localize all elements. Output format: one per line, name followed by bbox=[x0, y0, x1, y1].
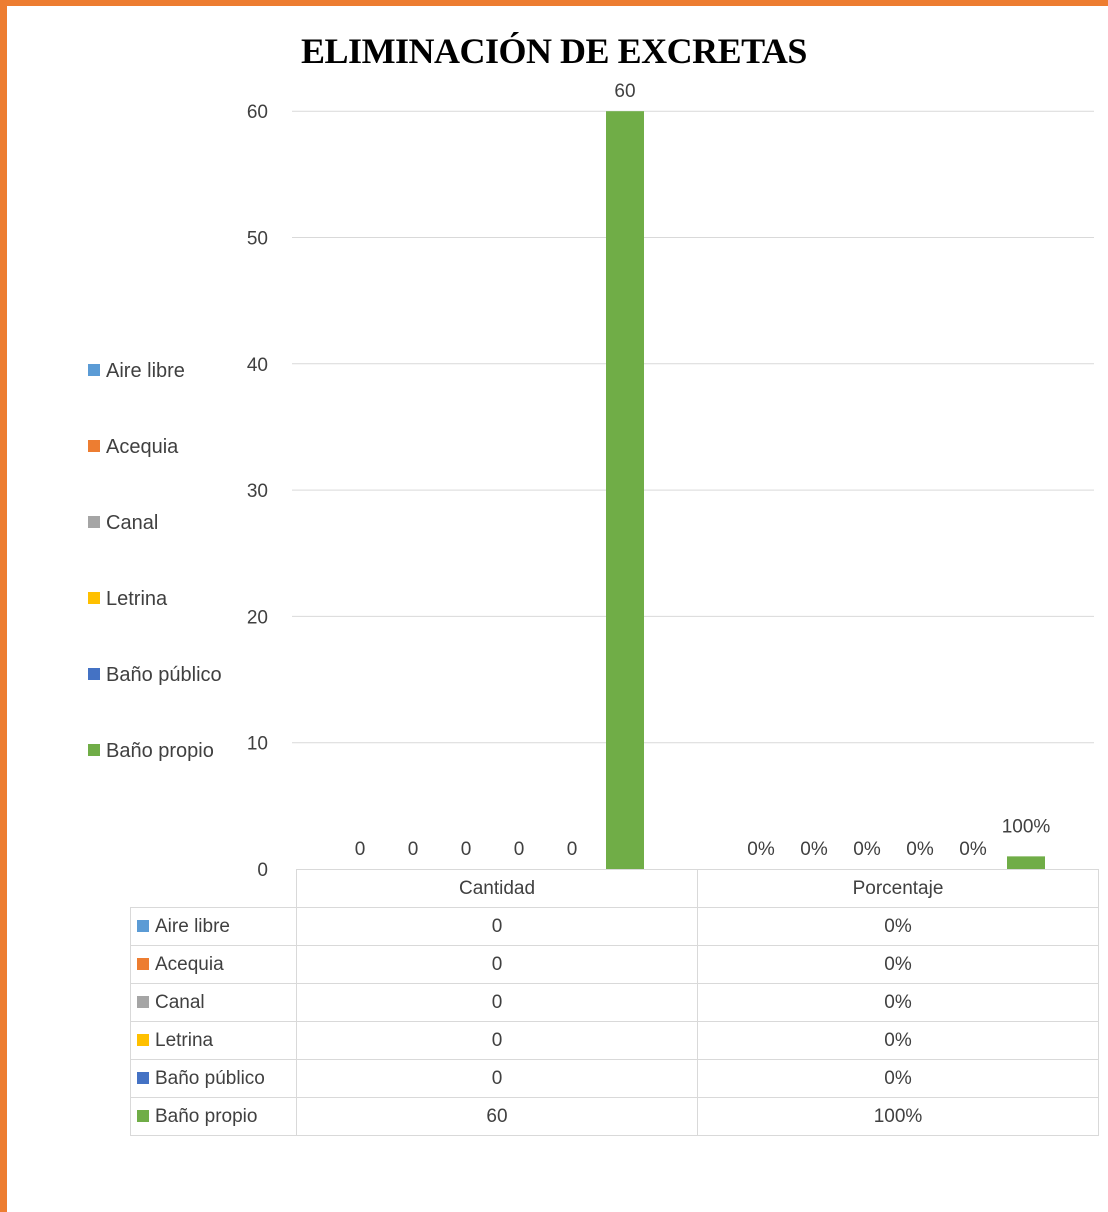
data-table-series-label: Letrina bbox=[130, 1021, 297, 1060]
data-table-row: Baño propio 60 100% bbox=[130, 1097, 1099, 1136]
legend-label: Canal bbox=[106, 512, 159, 534]
data-table-series-name: Letrina bbox=[155, 1029, 214, 1051]
legend-swatch bbox=[88, 364, 100, 376]
legend-swatch bbox=[88, 516, 100, 528]
legend-label: Baño público bbox=[106, 664, 222, 686]
data-label: 0 bbox=[461, 839, 472, 860]
data-label: 0% bbox=[800, 839, 828, 860]
data-table-row: Aire libre 0 0% bbox=[130, 907, 1099, 946]
data-table-series-label: Aire libre bbox=[130, 907, 297, 946]
data-table-cell: 0% bbox=[697, 1059, 1099, 1098]
data-table-cell: 0% bbox=[697, 1021, 1099, 1060]
data-table-swatch bbox=[137, 957, 149, 970]
chart-title: ELIMINACIÓN DE EXCRETAS bbox=[301, 31, 807, 71]
data-table-cell: 0 bbox=[296, 907, 698, 946]
data-table-row: Acequia 0 0% bbox=[130, 945, 1099, 984]
data-label: 100% bbox=[1002, 816, 1051, 837]
legend-swatch bbox=[88, 668, 100, 680]
data-table-series-name: Canal bbox=[155, 991, 205, 1013]
data-table-swatch bbox=[137, 1071, 149, 1084]
legend-label: Letrina bbox=[106, 588, 168, 610]
y-tick-label: 30 bbox=[247, 481, 268, 502]
data-table-series-label: Canal bbox=[130, 983, 297, 1022]
data-table: Cantidad Porcentaje Aire libre 0 0% Acequia… bbox=[130, 869, 1099, 1136]
legend-item: Canal bbox=[88, 512, 158, 535]
data-table-cell: 0 bbox=[296, 945, 698, 984]
data-table-swatch bbox=[137, 995, 149, 1008]
data-label: 0 bbox=[514, 839, 525, 860]
legend-label: Acequia bbox=[106, 436, 179, 458]
y-tick-label: 60 bbox=[247, 102, 268, 123]
data-table-header: Cantidad Porcentaje bbox=[130, 869, 1099, 908]
legend-swatch bbox=[88, 440, 100, 452]
data-table-row: Canal 0 0% bbox=[130, 983, 1099, 1022]
y-tick-label: 20 bbox=[247, 607, 268, 628]
data-table-series-name: Baño público bbox=[155, 1067, 265, 1089]
data-table-series-label: Acequia bbox=[130, 945, 297, 984]
y-tick-label: 10 bbox=[247, 734, 268, 755]
data-table-series-name: Acequia bbox=[155, 953, 224, 975]
data-table-series-label: Baño público bbox=[130, 1059, 297, 1098]
data-table-cell: 0% bbox=[697, 945, 1099, 984]
data-table-series-label: Baño propio bbox=[130, 1097, 297, 1136]
data-label: 0 bbox=[355, 839, 366, 860]
data-label: 0% bbox=[959, 839, 987, 860]
data-table-row: Letrina 0 0% bbox=[130, 1021, 1099, 1060]
legend-item: Letrina bbox=[88, 588, 167, 611]
legend-swatch bbox=[88, 592, 100, 604]
data-table-cell: 0% bbox=[697, 983, 1099, 1022]
legend-swatch bbox=[88, 744, 100, 756]
data-table-cell: 100% bbox=[697, 1097, 1099, 1136]
legend-item: Acequia bbox=[88, 436, 178, 459]
data-table-swatch bbox=[137, 919, 149, 932]
data-table-category: Porcentaje bbox=[697, 869, 1099, 908]
legend-item: Baño propio bbox=[88, 740, 214, 763]
data-label: 60 bbox=[614, 81, 635, 102]
bar bbox=[606, 111, 644, 869]
data-table-series-name: Aire libre bbox=[155, 915, 230, 937]
data-table-category: Cantidad bbox=[296, 869, 698, 908]
data-table-series-name: Baño propio bbox=[155, 1105, 258, 1127]
data-table-corner bbox=[130, 869, 297, 908]
data-table-cell: 0 bbox=[296, 1059, 698, 1098]
y-tick-label: 40 bbox=[247, 355, 268, 376]
data-label: 0 bbox=[408, 839, 419, 860]
y-tick-label: 50 bbox=[247, 229, 268, 250]
bar bbox=[1007, 856, 1045, 869]
data-table-cell: 0% bbox=[697, 907, 1099, 946]
data-table-swatch bbox=[137, 1033, 149, 1046]
data-table-row: Baño público 0 0% bbox=[130, 1059, 1099, 1098]
legend-item: Aire libre bbox=[88, 360, 185, 383]
legend-item: Baño público bbox=[88, 664, 222, 687]
data-label: 0% bbox=[853, 839, 881, 860]
data-table-cell: 60 bbox=[296, 1097, 698, 1136]
data-label: 0% bbox=[906, 839, 934, 860]
legend-label: Baño propio bbox=[106, 740, 214, 762]
data-label: 0 bbox=[567, 839, 578, 860]
legend-label: Aire libre bbox=[106, 360, 185, 382]
data-table-cell: 0 bbox=[296, 1021, 698, 1060]
data-table-cell: 0 bbox=[296, 983, 698, 1022]
data-table-swatch bbox=[137, 1109, 149, 1122]
data-label: 0% bbox=[747, 839, 775, 860]
